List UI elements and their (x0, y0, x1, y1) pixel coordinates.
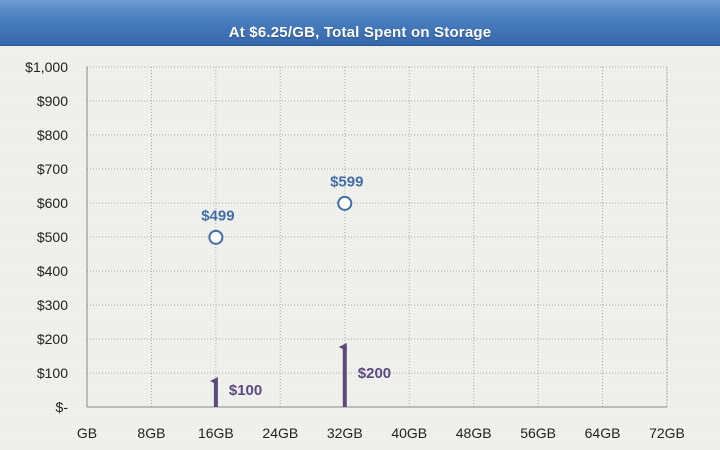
y-tick-label: $600 (37, 195, 68, 211)
x-tick-label: 16GB (198, 425, 234, 441)
y-tick-label: $400 (37, 263, 68, 279)
y-tick-label: $700 (37, 161, 68, 177)
x-tick-label: 64GB (585, 425, 621, 441)
chart-title: At $6.25/GB, Total Spent on Storage (228, 24, 492, 41)
x-tick-label: 72GB (649, 425, 685, 441)
x-tick-label: 56GB (520, 425, 556, 441)
y-tick-label: $100 (37, 365, 68, 381)
y-tick-label: $1,000 (25, 59, 68, 75)
increment-label: $200 (358, 365, 391, 382)
x-tick-label: 24GB (262, 425, 298, 441)
x-tick-label: 8GB (137, 425, 165, 441)
x-tick-label: 40GB (391, 425, 427, 441)
y-tick-label: $500 (37, 229, 68, 245)
increment-label: $100 (229, 382, 262, 399)
y-tick-label: $900 (37, 93, 68, 109)
y-tick-label: $800 (37, 127, 68, 143)
y-tick-label: $300 (37, 297, 68, 313)
price-point-label: $599 (330, 173, 363, 190)
y-tick-label: $200 (37, 331, 68, 347)
price-point (208, 229, 224, 245)
x-tick-label: 32GB (327, 425, 363, 441)
price-point (337, 195, 353, 211)
title-bar (0, 0, 720, 46)
x-tick-label: 48GB (456, 425, 492, 441)
x-tick-label: GB (77, 425, 97, 441)
y-tick-label: $- (56, 399, 69, 415)
price-point-label: $499 (201, 207, 234, 224)
